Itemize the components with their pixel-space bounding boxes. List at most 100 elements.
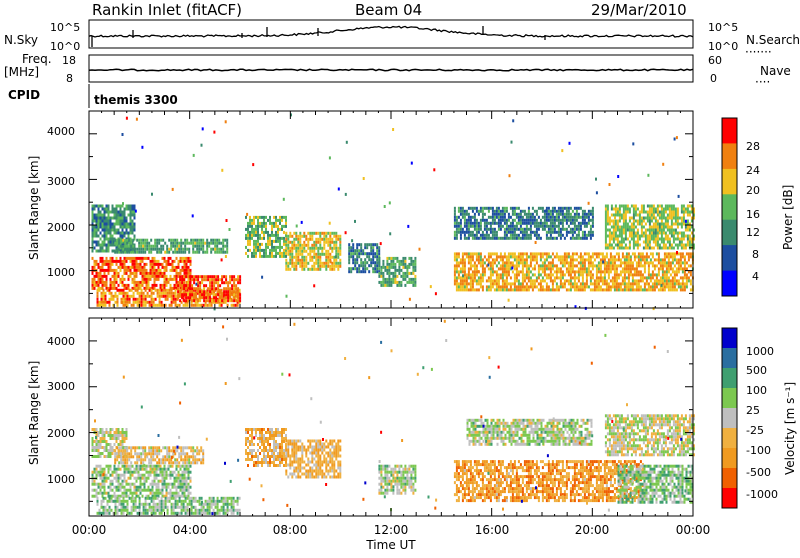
heatmap-cell	[103, 301, 105, 304]
heatmap-cell	[618, 255, 620, 258]
heatmap-cell	[190, 269, 192, 272]
heatmap-cell	[664, 252, 666, 255]
heatmap-cell	[402, 278, 404, 281]
heatmap-cell	[674, 273, 676, 276]
heatmap-cell	[285, 244, 287, 247]
heatmap-cell	[110, 217, 112, 220]
heatmap-cell	[188, 468, 190, 471]
heatmap-cell	[576, 234, 578, 237]
heatmap-cell	[617, 244, 619, 247]
heatmap-cell	[122, 266, 124, 269]
heatmap-cell	[608, 273, 610, 276]
heatmap-cell	[150, 483, 152, 486]
heatmap-cell	[189, 281, 191, 284]
heatmap-cell	[522, 228, 524, 231]
heatmap-cell	[609, 183, 611, 186]
heatmap-cell	[162, 248, 164, 251]
heatmap-cell	[187, 281, 189, 284]
heatmap-cell	[219, 304, 221, 307]
heatmap-cell	[674, 255, 676, 258]
heatmap-cell	[186, 260, 188, 263]
heatmap-cell	[592, 261, 594, 264]
heatmap-cell	[622, 279, 624, 282]
heatmap-cell	[492, 279, 494, 282]
heatmap-cell	[663, 238, 665, 241]
heatmap-cell	[152, 471, 154, 474]
heatmap-cell	[482, 234, 484, 237]
heatmap-cell	[104, 220, 106, 223]
heatmap-cell	[516, 261, 518, 264]
heatmap-cell	[189, 284, 191, 287]
heatmap-cell	[106, 205, 108, 208]
heatmap-cell	[562, 210, 564, 213]
heatmap-cell	[690, 264, 692, 267]
heatmap-cell	[630, 273, 632, 276]
heatmap-cell	[176, 242, 178, 245]
heatmap-cell	[100, 275, 102, 278]
heatmap-cell	[588, 222, 590, 225]
heatmap-cell	[464, 267, 466, 270]
heatmap-cell	[217, 281, 219, 284]
heatmap-cell	[534, 234, 536, 237]
heatmap-cell	[160, 465, 162, 468]
heatmap-cell	[289, 253, 291, 256]
heatmap-cell	[392, 278, 394, 281]
heatmap-cell	[140, 251, 142, 254]
heatmap-cell	[560, 261, 562, 264]
heatmap-cell	[286, 295, 288, 298]
heatmap-cell	[150, 474, 152, 477]
heatmap-cell	[684, 276, 686, 279]
heatmap-cell	[193, 287, 195, 290]
heatmap-cell	[470, 231, 472, 234]
heatmap-cell	[661, 211, 663, 214]
heatmap-cell	[94, 205, 96, 208]
heatmap-cell	[269, 237, 271, 240]
heatmap-cell	[582, 258, 584, 261]
heatmap-cell	[662, 276, 664, 279]
heatmap-cell	[526, 225, 528, 228]
heatmap-cell	[653, 205, 655, 208]
heatmap-cell	[142, 257, 144, 260]
heatmap-cell	[378, 275, 380, 278]
heatmap-cell	[674, 282, 676, 285]
heatmap-cell	[625, 232, 627, 235]
heatmap-cell	[522, 270, 524, 273]
heatmap-cell	[592, 288, 594, 291]
heatmap-cell	[574, 228, 576, 231]
heatmap-cell	[668, 261, 670, 264]
heatmap-cell	[498, 285, 500, 288]
heatmap-cell	[653, 235, 655, 238]
heatmap-cell	[122, 229, 124, 232]
heatmap-cell	[192, 245, 194, 248]
heatmap-cell	[323, 235, 325, 238]
heatmap-cell	[684, 273, 686, 276]
heatmap-cell	[297, 253, 299, 256]
heatmap-cell	[124, 471, 126, 474]
heatmap-cell	[677, 244, 679, 247]
heatmap-cell	[569, 142, 571, 145]
heatmap-cell	[110, 266, 112, 269]
heatmap-cell	[684, 282, 686, 285]
heatmap-cell	[199, 281, 201, 284]
heatmap-cell	[213, 131, 215, 134]
heatmap-cell	[606, 270, 608, 273]
heatmap-cell	[580, 225, 582, 228]
heatmap-cell	[92, 238, 94, 241]
heatmap-cell	[680, 267, 682, 270]
heatmap-cell	[628, 255, 630, 258]
heatmap-cell	[506, 261, 508, 264]
heatmap-cell	[126, 205, 128, 208]
heatmap-cell	[159, 298, 161, 301]
heatmap-cell	[552, 279, 554, 282]
heatmap-cell	[111, 298, 113, 301]
heatmap-cell	[146, 257, 148, 260]
heatmap-cell	[164, 275, 166, 278]
heatmap-cell	[568, 288, 570, 291]
heatmap-cell	[582, 216, 584, 219]
heatmap-cell	[297, 259, 299, 262]
heatmap-cell	[164, 269, 166, 272]
heatmap-cell	[468, 258, 470, 261]
heatmap-cell	[187, 304, 189, 307]
heatmap-cell	[227, 299, 229, 302]
heatmap-cell	[663, 232, 665, 235]
